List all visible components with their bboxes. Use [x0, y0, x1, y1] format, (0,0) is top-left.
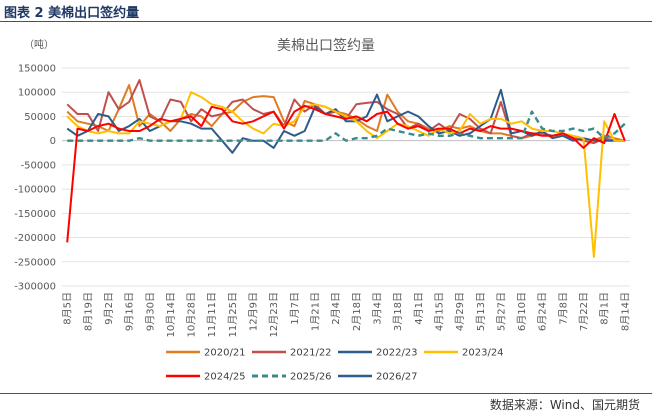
series-line-2	[66, 88, 625, 154]
y-tick-label-9: -300000	[14, 282, 56, 293]
x-tick-label-27: 8月14日	[619, 292, 631, 331]
legend-label-3: 2023/24	[462, 348, 504, 359]
legend-label-4: 2024/25	[204, 372, 246, 383]
grid-layer	[62, 67, 630, 287]
x-tick-label-7: 11月11日	[206, 292, 218, 337]
x-tick-label-8: 11月25日	[227, 292, 239, 337]
x-tick-label-22: 6月10日	[516, 292, 528, 331]
x-tick-label-4: 9月30日	[144, 292, 156, 331]
x-tick-label-20: 5月13日	[475, 292, 487, 331]
y-tick-label-5: -100000	[14, 185, 56, 196]
source-note: 数据来源：Wind、国元期货	[489, 398, 640, 412]
x-tick-label-14: 2月18日	[351, 292, 363, 331]
y-tick-label-3: 0	[50, 136, 56, 147]
x-tick-label-26: 8月1日	[599, 292, 611, 325]
x-tick-label-11: 1月7日	[289, 292, 301, 325]
x-tick-label-0: 8月5日	[62, 292, 74, 325]
x-tick-label-23: 6月24日	[537, 292, 549, 331]
x-tick-label-10: 12月23日	[268, 292, 280, 337]
series-line-3	[66, 91, 625, 258]
figure-caption: 图表 2 美棉出口签约量	[4, 6, 140, 21]
figure-header: 图表 2 美棉出口签约量	[0, 0, 652, 22]
legend: 2020/21 2021/22 2022/23 2023/24 2024/25 2025/…	[166, 348, 504, 383]
series-line-4	[66, 104, 626, 243]
x-tick-label-1: 8月19日	[82, 292, 94, 331]
y-unit-label: （吨）	[24, 38, 54, 51]
x-tick-label-2: 9月2日	[103, 292, 115, 325]
chart-title: 美棉出口签约量	[277, 37, 375, 54]
x-tick-label-16: 3月18日	[392, 292, 404, 331]
x-tick-label-21: 5月27日	[495, 292, 507, 331]
x-tick-label-19: 4月29日	[454, 292, 466, 331]
x-tick-label-25: 7月22日	[578, 292, 590, 331]
chart: 美棉出口签约量 （吨） 150000 100000 50000 0 -50000 -100…	[14, 37, 632, 383]
legend-label-1: 2021/22	[290, 348, 332, 359]
x-tick-label-18: 4月15日	[433, 292, 445, 331]
legend-label-0: 2020/21	[204, 348, 246, 359]
x-tick-label-3: 9月16日	[124, 292, 136, 331]
legend-label-5: 2025/26	[290, 372, 332, 383]
footer-rule	[0, 393, 652, 394]
series-line-1	[66, 79, 625, 145]
y-tick-label-2: 50000	[24, 112, 56, 123]
x-tick-label-6: 10月28日	[186, 292, 198, 337]
y-tick-label-7: -200000	[14, 233, 56, 244]
x-tick-layer: 8月5日 8月19日 9月2日 9月16日 9月30日 10月14日 10月28日 11月11…	[62, 292, 632, 337]
x-tick-label-13: 2月4日	[330, 292, 342, 325]
y-tick-layer: 150000 100000 50000 0 -50000 -100000 -150000 -2…	[14, 64, 56, 293]
x-tick-label-15: 3月4日	[371, 292, 383, 325]
header-rule	[0, 21, 652, 22]
y-tick-label-4: -50000	[21, 160, 56, 171]
x-tick-label-5: 10月14日	[165, 292, 177, 337]
y-tick-label-6: -150000	[14, 209, 56, 220]
x-tick-label-9: 12月9日	[248, 292, 260, 331]
legend-label-2: 2022/23	[376, 348, 418, 359]
x-tick-label-24: 7月8日	[557, 292, 569, 325]
legend-label-6: 2026/27	[376, 372, 418, 383]
y-tick-label-1: 100000	[18, 88, 56, 99]
series-line-5	[67, 110, 626, 142]
y-tick-label-8: -250000	[14, 257, 56, 268]
series-layer	[66, 79, 626, 258]
x-tick-label-17: 4月1日	[413, 292, 425, 325]
y-tick-label-0: 150000	[18, 64, 56, 75]
x-tick-label-12: 1月21日	[310, 292, 322, 331]
